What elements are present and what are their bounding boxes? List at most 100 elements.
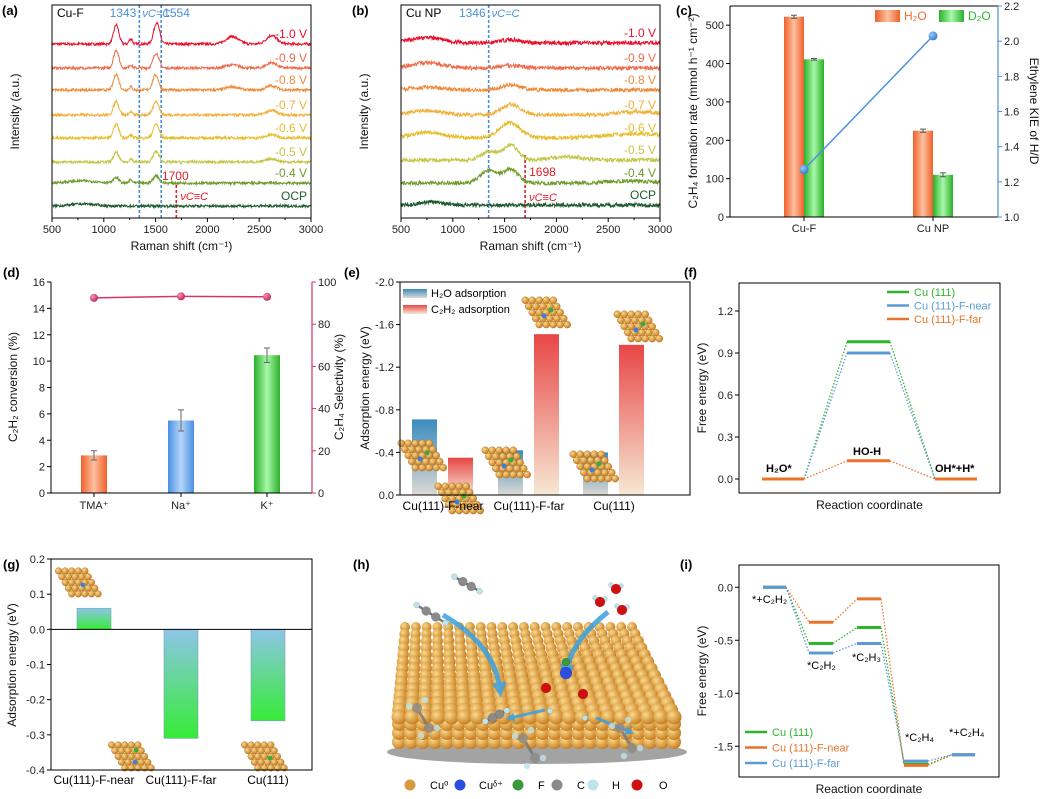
panel-e: (e) 0.0 -0.4 -0.8 -1.2 -1.6 -2.0 Cu(111)-F-near… bbox=[344, 265, 691, 515]
x-tick-label: 3000 bbox=[648, 224, 672, 236]
panel-label: (i) bbox=[680, 557, 692, 572]
category-label: TMA⁺ bbox=[79, 500, 108, 512]
legend-label: C bbox=[577, 780, 585, 792]
spectrum-line bbox=[400, 34, 661, 47]
error-bar bbox=[920, 128, 926, 133]
y-tick-label: 2.0 bbox=[1004, 36, 1019, 48]
legend-label-c2h2: C₂H₂ adsorption bbox=[431, 304, 510, 316]
connector-line bbox=[803, 460, 848, 480]
voltage-label: -0.4 V bbox=[275, 166, 307, 180]
conversion-bar bbox=[254, 355, 280, 493]
peak-label: 1700 bbox=[162, 169, 189, 183]
y-axis-label: Free energy (eV) bbox=[695, 343, 709, 434]
y-axis-label: Intensity (a.u.) bbox=[357, 73, 371, 149]
x-tick-label: 500 bbox=[392, 224, 410, 236]
x-tick-label: 2000 bbox=[544, 224, 568, 236]
plot-frame bbox=[738, 564, 1000, 778]
x-tick-label: 1500 bbox=[143, 224, 167, 236]
panel-d: (d) 0 2 4 6 8 10 12 14 16 0 20 40 60 80 100 TMA⁺ Na⁺ K⁺ C₂H… bbox=[3, 265, 346, 512]
panel-label: (d) bbox=[3, 265, 20, 280]
ethylene-molecule bbox=[608, 716, 644, 760]
y-tick-label: 40 bbox=[318, 404, 330, 416]
error-bar bbox=[264, 347, 270, 363]
cu-atom bbox=[470, 709, 486, 725]
spectrum-line bbox=[51, 150, 312, 166]
y-tick-label: 0 bbox=[318, 488, 324, 500]
legend-label: Cu (111)-F-far bbox=[772, 758, 840, 770]
y-tick-label: -0.1 bbox=[26, 660, 45, 672]
category-label: Cu(111)-F-far bbox=[146, 773, 217, 787]
voltage-label: -0.9 V bbox=[624, 51, 656, 65]
spectrum-line bbox=[51, 49, 312, 72]
oxygen-atom bbox=[616, 604, 628, 616]
y-tick-label: 14 bbox=[33, 303, 45, 315]
legend-swatch-d2o bbox=[939, 10, 964, 22]
hydrogen-atom bbox=[451, 573, 458, 581]
legend-label: Cu (111)-F-near bbox=[914, 301, 992, 313]
y-tick-label: 10 bbox=[33, 356, 45, 368]
panel-label: (e) bbox=[344, 265, 360, 280]
panel-label: (h) bbox=[353, 557, 370, 572]
state-label: *+C₂H₄ bbox=[949, 727, 985, 739]
spectrum-line bbox=[400, 120, 661, 142]
cu-atom bbox=[587, 709, 603, 725]
y-tick-label: 0.0 bbox=[30, 624, 45, 636]
adsorption-bar bbox=[76, 607, 112, 630]
category-label: Cu(111) bbox=[247, 773, 289, 787]
state-label: H₂O* bbox=[766, 463, 792, 475]
legend-label: Cu (111)-F-far bbox=[914, 314, 982, 326]
y-tick-label: 16 bbox=[33, 277, 45, 289]
state-label: *C₂H₂ bbox=[807, 660, 836, 672]
panel-c: (c) 0 100 200 300 400 500 1.0 1.2 1.4 1.6 1.8 2.0 2.2… bbox=[676, 1, 1040, 235]
y-tick-label: -0.8 bbox=[375, 405, 394, 417]
category-label: Cu(111)-F-near bbox=[403, 499, 484, 513]
sample-label: Cu NP bbox=[406, 6, 441, 20]
cu-atom bbox=[640, 709, 656, 725]
sample-label: Cu-F bbox=[57, 6, 84, 20]
y-tick-label: -0.3 bbox=[26, 730, 45, 742]
peak-label: 1346 bbox=[459, 6, 486, 20]
legend-atom-icon bbox=[587, 779, 599, 791]
carbon-atom bbox=[421, 606, 431, 616]
connector-line bbox=[889, 352, 936, 480]
carbon-atom bbox=[487, 713, 498, 723]
category-label: Cu(111)-F-far bbox=[494, 499, 565, 513]
legend-label: O bbox=[659, 780, 668, 792]
oxygen-atom bbox=[540, 682, 552, 694]
hydrogen-atom bbox=[442, 619, 449, 627]
connector-line bbox=[889, 341, 936, 480]
y-tick-label: 8 bbox=[39, 383, 45, 395]
selectivity-point bbox=[90, 293, 98, 302]
voltage-label: -0.4 V bbox=[624, 166, 656, 180]
x-tick-label: 500 bbox=[43, 224, 61, 236]
state-label: *C₂H₃ bbox=[852, 652, 881, 664]
y-tick-label: 20 bbox=[318, 446, 330, 458]
connector-line bbox=[880, 643, 905, 762]
connector-line bbox=[927, 754, 953, 765]
state-label: HO-H bbox=[853, 446, 881, 458]
connector-line bbox=[927, 754, 953, 762]
y-tick-label: 1.2 bbox=[1004, 177, 1019, 189]
spectrum-line bbox=[400, 59, 661, 72]
connector-line bbox=[785, 587, 810, 644]
kie-point bbox=[799, 165, 809, 175]
c2h2-adsorption-bar bbox=[534, 334, 559, 495]
y-tick-label: 1.4 bbox=[1004, 142, 1019, 154]
voltage-label: -0.9 V bbox=[275, 51, 307, 65]
catalyst-model-icon bbox=[434, 482, 484, 515]
panel-label: (a) bbox=[2, 3, 18, 18]
selectivity-point bbox=[263, 292, 271, 301]
plot-frame bbox=[399, 281, 691, 496]
legend-label-h2o: H₂O adsorption bbox=[431, 288, 506, 300]
hydrogen-atom bbox=[413, 601, 420, 609]
spectrum-line bbox=[400, 142, 661, 164]
ethylene-molecule bbox=[405, 696, 441, 740]
carbon-atom bbox=[458, 576, 468, 587]
legend-atom-icon bbox=[404, 779, 416, 791]
voltage-label: -0.5 V bbox=[624, 143, 656, 157]
y-tick-label: 0.1 bbox=[30, 589, 45, 601]
conversion-bar bbox=[168, 420, 194, 493]
error-bar bbox=[178, 409, 184, 432]
y-tick-label: -0.2 bbox=[26, 695, 45, 707]
connector-line bbox=[927, 754, 953, 766]
